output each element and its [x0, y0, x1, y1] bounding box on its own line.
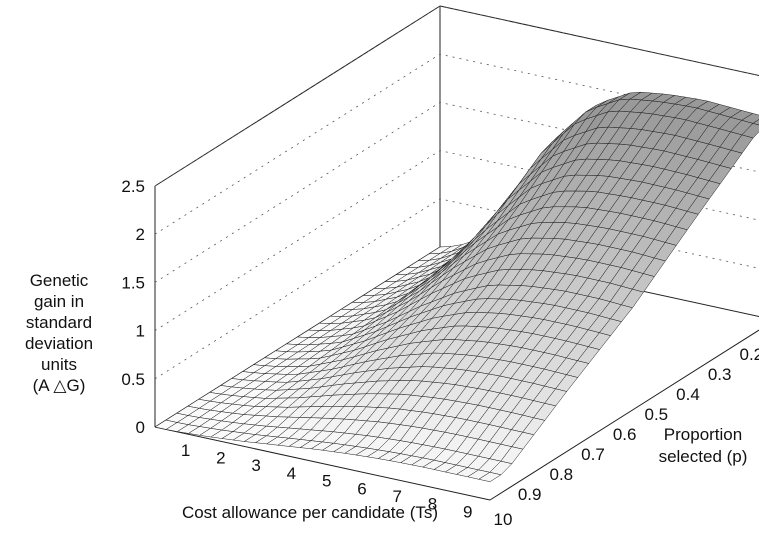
z-axis-label-line: standard	[0, 312, 118, 333]
z-axis-label-line: (A △G)	[0, 375, 118, 396]
y-tick-label: 0.7	[581, 445, 605, 464]
z-axis-label: Genetic gain in standard deviation units…	[0, 270, 118, 396]
x-axis-label: Cost allowance per candidate (Ts)	[100, 503, 520, 523]
x-tick-label: 2	[216, 449, 225, 468]
x-tick-label: 3	[251, 456, 260, 475]
y-tick-label: 0.5	[645, 405, 669, 424]
z-axis-label-line: gain in	[0, 291, 118, 312]
x-tick-label: 5	[322, 472, 331, 491]
y-tick-label: 0.4	[676, 385, 700, 404]
x-tick-label: 4	[287, 464, 296, 483]
z-axis-label-line: units	[0, 354, 118, 375]
y-axis-label-line: Proportion	[638, 424, 759, 446]
y-tick-label: 0.8	[550, 465, 574, 484]
y-tick-label: 0.2	[740, 345, 759, 364]
z-axis-label-line: deviation	[0, 333, 118, 354]
z-tick-label: 1.5	[121, 273, 145, 292]
y-tick-label: 0.6	[613, 425, 637, 444]
x-tick-label: 6	[357, 479, 366, 498]
z-tick-label: 2.5	[121, 177, 145, 196]
z-tick-label: 1	[136, 322, 145, 341]
z-tick-label: 0.5	[121, 370, 145, 389]
y-tick-label: 0.3	[708, 365, 732, 384]
x-tick-label: 1	[181, 441, 190, 460]
y-axis-label-line: selected (p)	[638, 446, 759, 468]
z-tick-label: 2	[136, 225, 145, 244]
y-axis-label: Proportion selected (p)	[638, 424, 759, 468]
axis-edge-back-top	[440, 6, 759, 79]
y-tick-label: 0.9	[518, 485, 542, 504]
z-tick-label: 0	[136, 418, 145, 437]
z-axis-label-line: Genetic	[0, 270, 118, 291]
